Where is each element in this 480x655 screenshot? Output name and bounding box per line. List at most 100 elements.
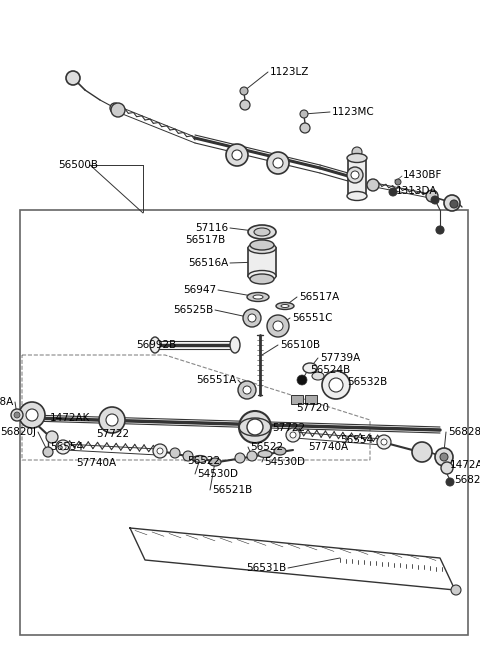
Circle shape xyxy=(226,144,248,166)
Text: 56554: 56554 xyxy=(340,435,373,445)
Bar xyxy=(248,248,276,276)
Circle shape xyxy=(446,478,454,486)
Text: 54530D: 54530D xyxy=(264,457,305,467)
Circle shape xyxy=(352,147,362,157)
Text: 56532B: 56532B xyxy=(347,377,387,387)
Circle shape xyxy=(450,200,458,208)
Text: 56517A: 56517A xyxy=(299,292,339,302)
Text: 1430BF: 1430BF xyxy=(403,170,443,180)
Ellipse shape xyxy=(258,451,272,457)
Circle shape xyxy=(273,158,283,168)
Circle shape xyxy=(395,179,401,185)
Circle shape xyxy=(290,432,296,438)
Circle shape xyxy=(351,171,359,179)
Bar xyxy=(348,158,366,196)
Text: 57722: 57722 xyxy=(272,423,305,433)
Circle shape xyxy=(60,444,66,450)
Circle shape xyxy=(240,100,250,110)
Text: 56510B: 56510B xyxy=(280,340,320,350)
Text: 56500B: 56500B xyxy=(58,160,98,170)
Circle shape xyxy=(157,448,163,454)
Circle shape xyxy=(441,462,453,474)
Circle shape xyxy=(110,103,120,113)
Circle shape xyxy=(436,226,444,234)
Circle shape xyxy=(170,448,180,458)
Text: 56524B: 56524B xyxy=(310,365,350,375)
Bar xyxy=(20,210,468,635)
Circle shape xyxy=(267,315,289,337)
Circle shape xyxy=(247,419,263,435)
Circle shape xyxy=(99,407,125,433)
Ellipse shape xyxy=(248,242,276,253)
Circle shape xyxy=(322,371,350,399)
Circle shape xyxy=(367,179,379,191)
Circle shape xyxy=(377,435,391,449)
Text: 56517B: 56517B xyxy=(185,235,225,245)
Text: 56828A: 56828A xyxy=(448,427,480,437)
Circle shape xyxy=(106,414,118,426)
Circle shape xyxy=(26,409,38,421)
Text: 1472AK: 1472AK xyxy=(450,460,480,470)
Circle shape xyxy=(235,453,245,463)
Circle shape xyxy=(286,428,300,442)
Ellipse shape xyxy=(347,191,367,200)
Text: 56820H: 56820H xyxy=(454,475,480,485)
Circle shape xyxy=(267,152,289,174)
Circle shape xyxy=(243,309,261,327)
Circle shape xyxy=(451,585,461,595)
Ellipse shape xyxy=(150,337,160,353)
Circle shape xyxy=(66,71,80,85)
Ellipse shape xyxy=(274,447,286,455)
Text: 56551C: 56551C xyxy=(292,313,333,323)
Bar xyxy=(291,395,303,404)
Text: 1123LZ: 1123LZ xyxy=(270,67,310,77)
Text: 56828A: 56828A xyxy=(0,397,13,407)
Circle shape xyxy=(431,196,439,204)
Circle shape xyxy=(300,110,308,118)
Text: 56554: 56554 xyxy=(50,442,83,452)
Bar xyxy=(305,395,317,404)
Ellipse shape xyxy=(193,455,207,462)
Text: 57740A: 57740A xyxy=(308,442,348,452)
Ellipse shape xyxy=(247,293,269,301)
Ellipse shape xyxy=(276,303,294,310)
Circle shape xyxy=(297,375,307,385)
Ellipse shape xyxy=(209,458,221,466)
Text: 56522: 56522 xyxy=(250,442,283,452)
Ellipse shape xyxy=(347,153,367,162)
Circle shape xyxy=(111,103,125,117)
Circle shape xyxy=(273,321,283,331)
Circle shape xyxy=(11,409,23,421)
Text: 56947: 56947 xyxy=(183,285,216,295)
Circle shape xyxy=(183,451,193,461)
Text: 57720: 57720 xyxy=(296,403,329,413)
Circle shape xyxy=(381,439,387,445)
Text: 1313DA: 1313DA xyxy=(396,186,437,196)
Circle shape xyxy=(440,453,448,461)
Circle shape xyxy=(19,402,45,428)
Ellipse shape xyxy=(250,240,274,250)
Circle shape xyxy=(435,448,453,466)
Circle shape xyxy=(238,381,256,399)
Circle shape xyxy=(248,314,256,322)
Text: 57740A: 57740A xyxy=(76,458,116,468)
Text: 57722: 57722 xyxy=(96,429,129,439)
Text: 56522: 56522 xyxy=(187,456,220,466)
Text: 54530D: 54530D xyxy=(197,469,238,479)
Text: 1472AK: 1472AK xyxy=(50,413,90,423)
Circle shape xyxy=(389,188,397,196)
Circle shape xyxy=(412,442,432,462)
Circle shape xyxy=(329,378,343,392)
Ellipse shape xyxy=(253,295,263,299)
Ellipse shape xyxy=(248,271,276,282)
Text: 57739A: 57739A xyxy=(320,353,360,363)
Ellipse shape xyxy=(281,305,289,307)
Text: 1123MC: 1123MC xyxy=(332,107,375,117)
Circle shape xyxy=(56,440,70,454)
Text: 56525B: 56525B xyxy=(173,305,213,315)
Ellipse shape xyxy=(254,228,270,236)
Ellipse shape xyxy=(250,274,274,284)
Circle shape xyxy=(300,123,310,133)
Circle shape xyxy=(14,412,20,418)
Text: 56551A: 56551A xyxy=(196,375,236,385)
